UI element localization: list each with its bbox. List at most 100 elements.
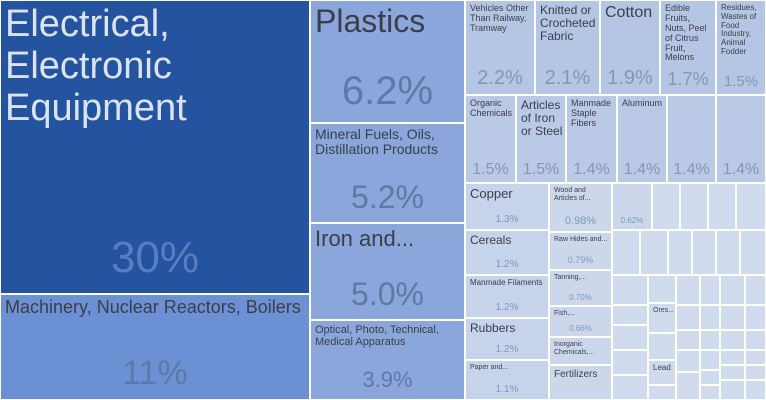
tile bbox=[676, 275, 700, 305]
value-label: 5.0% bbox=[351, 276, 424, 312]
tile bbox=[720, 380, 745, 400]
tile: Ores... bbox=[648, 303, 676, 333]
tile: Raw Hides and... 0.79% bbox=[549, 232, 612, 270]
tile: Inorganic Chemicals,... bbox=[549, 337, 612, 365]
tile bbox=[745, 305, 766, 330]
value-label: 2.2% bbox=[477, 67, 523, 89]
value-label: 3.9% bbox=[362, 367, 413, 392]
tile-label: Ores... bbox=[653, 307, 675, 314]
tile-label: Tanning,... bbox=[554, 274, 587, 281]
tile bbox=[612, 350, 648, 375]
tile-label: Electrical, Electronic Equipment bbox=[5, 3, 187, 129]
tile: Articles of Iron or Steel 1.5% bbox=[516, 95, 566, 183]
tile bbox=[680, 183, 708, 230]
tile: 1.4% bbox=[667, 95, 716, 183]
tile-label: Fertilizers bbox=[554, 369, 598, 380]
tile: Residues, Wastes of Food Industry, Anima… bbox=[716, 0, 766, 95]
value-label: 1.4% bbox=[623, 161, 661, 178]
tile: Edible Fruits, Nuts, Peel of Citrus Frui… bbox=[660, 0, 716, 95]
tile: Optical, Photo, Technical, Medical Appar… bbox=[310, 320, 465, 400]
value-label: 1.4% bbox=[573, 161, 610, 178]
tile bbox=[720, 350, 745, 365]
tile bbox=[676, 350, 700, 372]
tile-label: Articles of Iron or Steel bbox=[521, 98, 563, 139]
tile bbox=[648, 275, 676, 303]
tile: 0.62% bbox=[612, 183, 652, 230]
tile bbox=[700, 330, 720, 350]
tile: Manmade Staple Fibers 1.4% bbox=[566, 95, 617, 183]
tile: Lead bbox=[648, 360, 676, 385]
tile-label: Machinery, Nuclear Reactors, Boilers bbox=[5, 297, 301, 317]
value-label: 1.4% bbox=[673, 161, 710, 178]
tile-label: Inorganic Chemicals,... bbox=[554, 341, 595, 356]
value-label: 5.2% bbox=[351, 179, 424, 215]
tile bbox=[612, 230, 640, 275]
value-label: 1.4% bbox=[722, 161, 760, 178]
tile-label: Plastics bbox=[315, 3, 426, 39]
tile: Electrical, Electronic Equipment 30% bbox=[0, 0, 310, 294]
tile bbox=[736, 183, 766, 230]
tile bbox=[745, 275, 766, 305]
tile-label: Copper bbox=[470, 186, 513, 201]
tile-label: Edible Fruits, Nuts, Peel of Citrus Frui… bbox=[665, 3, 707, 63]
tile: Fertilizers bbox=[549, 365, 612, 400]
tile bbox=[700, 385, 720, 400]
value-label: 0.70% bbox=[569, 293, 592, 302]
tile bbox=[716, 230, 740, 275]
tile: Vehicles Other Than Railway, Tramway 2.2% bbox=[465, 0, 535, 95]
tile-label: Lead bbox=[653, 363, 671, 372]
tile bbox=[652, 183, 680, 230]
value-label: 0.98% bbox=[564, 215, 597, 227]
tile bbox=[676, 330, 700, 350]
tile-label: Rubbers bbox=[470, 321, 516, 335]
tile bbox=[700, 370, 720, 385]
tile bbox=[700, 275, 720, 305]
value-label: 1.5% bbox=[472, 161, 509, 178]
value-label: 1.5% bbox=[522, 161, 560, 178]
tile bbox=[648, 333, 676, 360]
value-label: 0.66% bbox=[569, 324, 592, 333]
tile: Paper and... 1.1% bbox=[465, 360, 549, 400]
tile: Plastics 6.2% bbox=[310, 0, 465, 123]
tile: Cotton 1.9% bbox=[600, 0, 660, 95]
tile bbox=[612, 375, 648, 400]
tile bbox=[692, 230, 716, 275]
tile bbox=[700, 350, 720, 370]
tile-label: Fish,... bbox=[554, 310, 576, 317]
tile: Fish,... 0.66% bbox=[549, 306, 612, 337]
tile-label: Iron and... bbox=[315, 226, 415, 251]
tile bbox=[745, 350, 766, 365]
tile-label: Cotton bbox=[605, 4, 653, 21]
tile: Iron and... 5.0% bbox=[310, 223, 465, 320]
tile bbox=[700, 305, 720, 330]
tile bbox=[720, 275, 745, 305]
tile bbox=[745, 365, 766, 380]
tile bbox=[745, 330, 766, 350]
tile bbox=[720, 305, 745, 330]
value-label: 1.2% bbox=[495, 344, 519, 355]
tile-label: Optical, Photo, Technical, Medical Appar… bbox=[315, 324, 439, 349]
tile bbox=[676, 372, 700, 400]
tile-label: Wood and Articles of... bbox=[554, 187, 591, 202]
tile: Knitted or Crocheted Fabric 2.1% bbox=[535, 0, 600, 95]
tile: Manmade Filaments 1.2% bbox=[465, 275, 549, 318]
tile bbox=[648, 385, 676, 400]
tile-label: Residues, Wastes of Food Industry, Anima… bbox=[721, 3, 757, 56]
tile: Copper 1.3% bbox=[465, 183, 549, 230]
tile bbox=[745, 380, 766, 400]
value-label: 1.3% bbox=[495, 214, 519, 225]
value-label: 11% bbox=[122, 354, 188, 392]
tile: Aluminum 1.4% bbox=[617, 95, 667, 183]
tile-label: Raw Hides and... bbox=[554, 236, 608, 243]
tile bbox=[612, 325, 648, 350]
tile bbox=[676, 305, 700, 330]
tile: Cereals 1.2% bbox=[465, 230, 549, 275]
tile-label: Aluminum bbox=[622, 98, 663, 108]
value-label: 1.7% bbox=[667, 69, 709, 89]
tile-label: Organic Chemicals bbox=[470, 98, 513, 118]
tile bbox=[740, 230, 766, 275]
tile: Tanning,... 0.70% bbox=[549, 270, 612, 306]
tile bbox=[640, 230, 668, 275]
tile-label: Manmade Filaments bbox=[470, 278, 543, 287]
